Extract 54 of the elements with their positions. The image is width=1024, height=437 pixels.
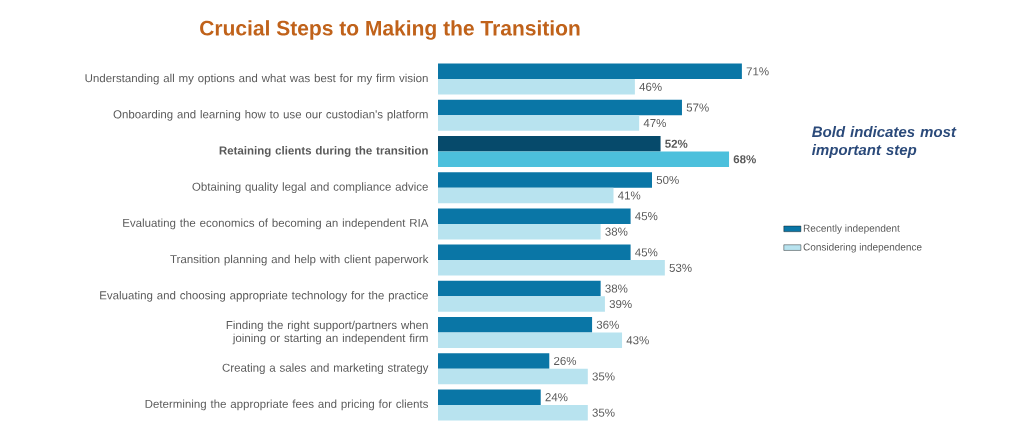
y-tick-label: Finding the right support/partners when joining or starting an independent firm (226, 320, 428, 345)
y-tick-label: Obtaining quality legal and compliance advice (192, 182, 428, 194)
legend-label: Recently independent (803, 224, 900, 234)
bar (438, 136, 661, 152)
y-tick-label: Creating a sales and marketing strategy (222, 363, 429, 375)
bar (438, 115, 640, 131)
text: Bold indicates most important step (812, 126, 957, 159)
bar (438, 244, 631, 261)
data-label: 41% (617, 191, 641, 200)
bar (438, 79, 635, 95)
data-label: 46% (639, 82, 662, 91)
data-label: 35% (592, 408, 615, 417)
data-label: 71% (746, 67, 769, 76)
y-tick-label: Understanding all my options and what was best for my firm vision (85, 73, 428, 85)
bar (438, 208, 631, 224)
data-label: 53% (669, 263, 692, 272)
bar (438, 99, 682, 116)
y-tick-label: Retaining clients during the transition (219, 146, 428, 157)
bar (438, 389, 541, 405)
bar (438, 296, 605, 312)
bar (438, 63, 742, 80)
data-label: 68% (733, 155, 756, 164)
y-tick-label: Evaluating the economics of becoming an independent RIA (123, 218, 429, 230)
data-label: 47% (643, 119, 666, 128)
y-tick-label: Transition planning and help with client paperwork (170, 254, 429, 266)
bar (438, 187, 614, 204)
bar (438, 332, 623, 348)
data-label: 35% (592, 372, 615, 381)
chart-title: Crucial Steps to Making the Transition (200, 20, 580, 40)
data-label: 24% (545, 393, 568, 402)
bar (438, 260, 665, 276)
bar (438, 353, 550, 369)
y-tick-label: Onboarding and learning how to use our custodian's platform (113, 109, 428, 121)
data-label: 36% (596, 320, 619, 329)
y-tick-label: Evaluating and choosing appropriate technology for the practice (100, 290, 428, 302)
data-label: 45% (635, 248, 658, 257)
y-tick-label: Determining the appropriate fees and pricing for clients (145, 399, 428, 411)
data-label: 39% (609, 299, 632, 309)
bar (438, 368, 588, 385)
data-label: 38% (605, 284, 628, 293)
data-label: 38% (605, 227, 628, 236)
bar (438, 280, 601, 297)
bar (438, 151, 730, 167)
data-label: 50% (656, 175, 679, 185)
bar (438, 404, 588, 421)
bar (438, 223, 601, 240)
data-label: 45% (635, 212, 658, 221)
bar (438, 172, 652, 188)
data-label: 26% (554, 356, 577, 366)
data-label: 43% (626, 336, 649, 345)
legend-label: Considering independence (803, 243, 922, 253)
data-label: 52% (665, 139, 688, 148)
bar (438, 317, 593, 333)
data-label: 57% (686, 103, 709, 112)
